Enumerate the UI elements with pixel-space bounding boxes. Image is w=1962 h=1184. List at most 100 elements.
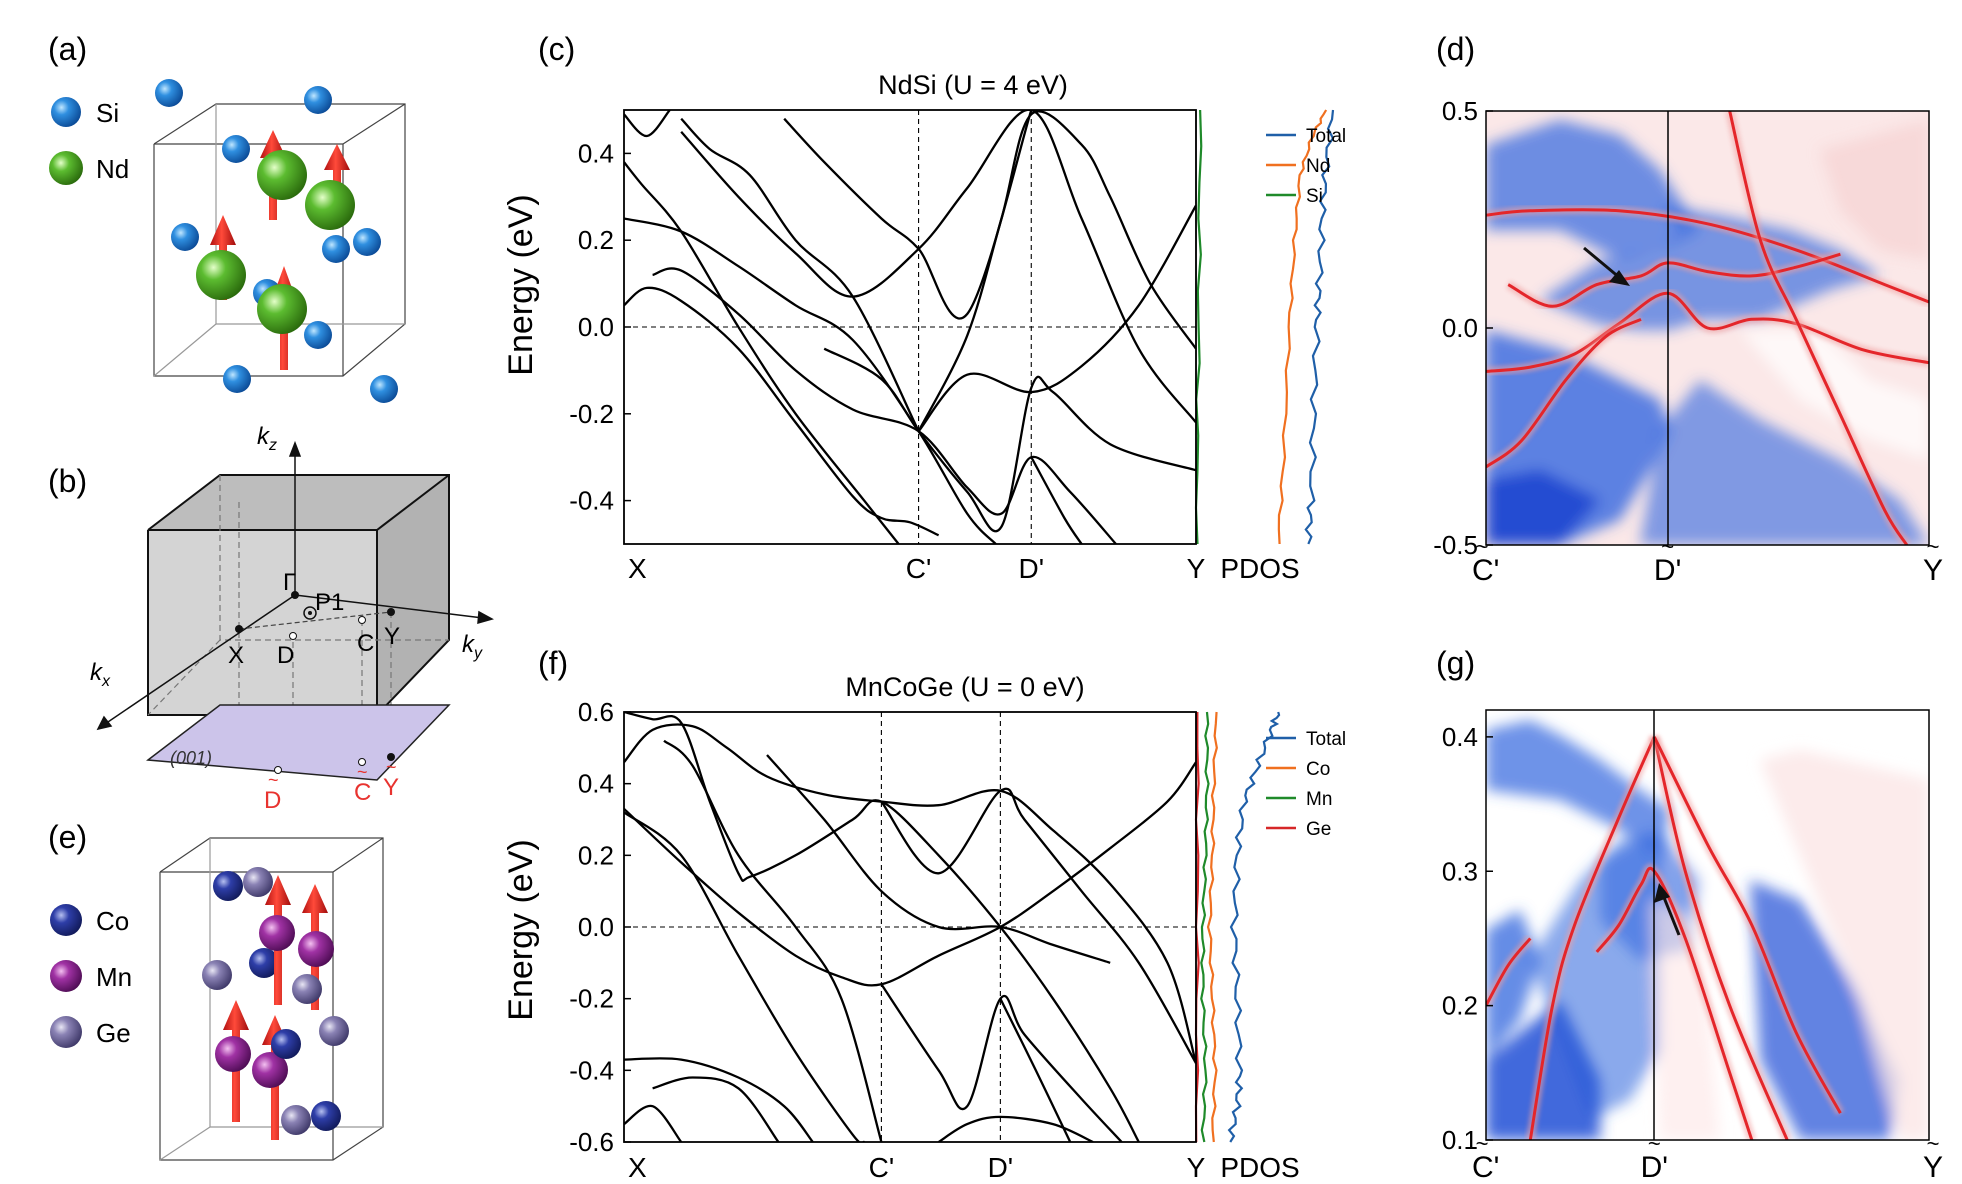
nd-legend-swatch [49,151,83,185]
g-surface-band [1595,866,1754,1140]
f-band-line [663,739,883,1142]
panel-e-legend: Co Mn Ge [50,904,132,1048]
c-pdos-total-line [1304,109,1335,545]
c-band-line [783,110,1033,320]
bz-points: Γ P1 X D C Y [228,569,400,669]
c-band-line [652,267,1117,544]
panel-f-pdos [1194,711,1281,1143]
p1-label: P1 [315,589,344,616]
panel-d-arrow [1583,246,1630,286]
panel-g-heatmap [1486,710,1929,1140]
panel-f-ylabel: Energy (eV) [502,839,540,1020]
bz-projection-plane: (001) [146,704,451,781]
d-kpoint-label: Y [1923,554,1943,587]
g-kpoint-label: Y [1923,1151,1943,1184]
panel-f-pdos-label: PDOS [1220,1152,1299,1183]
panel-d-surface-bands [1486,111,1929,545]
panel-f-bands [624,712,1196,1142]
co-legend-label: Co [96,906,129,936]
proj-d-label: D [264,787,281,814]
panel-f: (f) MnCoGe (U = 0 eV) Energy (eV) 0.6 0.4… [502,645,1346,1183]
plane-label: (001) [170,748,212,768]
g-kpoint-tilde: ~ [1927,1131,1940,1156]
c-band-line [624,110,671,138]
g-ytick-label: 0.1 [1442,1125,1478,1155]
panel-a: (a) Si Nd [48,31,406,403]
d-ytick-label: -0.5 [1433,530,1478,560]
c-ytick-label: 0.4 [578,138,614,168]
g-kpoint-tilde: ~ [1648,1131,1661,1156]
kz-label: k [257,423,271,450]
f-legend-label: Ge [1306,819,1331,840]
panel-d-ticks: 0.50.0-0.5C'~D'~Y~ [1433,96,1943,587]
c-kpoint-label: Y [1187,553,1206,584]
c-ytick-label: 0.2 [578,225,614,255]
c-band-line [1030,456,1083,544]
kx-sub: x [101,673,111,690]
f-kpoint-label: C' [869,1152,895,1183]
c-band-line [917,204,1196,432]
g-ytick-label: 0.3 [1442,856,1478,886]
ndsi-unit-cell [153,103,406,377]
gamma-label: Γ [283,569,296,596]
d-kpoint-tilde: ~ [1927,534,1940,559]
f-ytick-label: 0.6 [578,697,614,727]
f-band-line [624,712,1140,1142]
svg-text:kz: kz [257,423,277,454]
d-kpoint-tilde: ~ [1476,534,1489,559]
panel-f-pdos-legend: Total Co Mn Ge [1266,729,1346,840]
f-legend-label: Co [1306,759,1330,780]
panel-c-bands [624,110,1196,544]
c-legend-label: Total [1306,126,1346,147]
panel-e: (e) Co Mn Ge [48,819,384,1161]
kx-label: k [90,659,104,686]
co-legend-swatch [50,904,82,936]
d-ytick-label: 0.5 [1442,96,1478,126]
panel-c-title: NdSi (U = 4 eV) [878,70,1068,100]
panel-g-ticks: 0.40.30.20.1C'~D'~Y~ [1442,722,1943,1184]
c-ytick-label: 0.0 [578,312,614,342]
c-band-line [680,117,920,432]
f-ytick-label: 0.0 [578,912,614,942]
panel-b-label: (b) [48,463,87,499]
f-band-line [624,1057,814,1142]
panel-f-title: MnCoGe (U = 0 eV) [845,672,1084,702]
bz-axes [96,440,494,731]
proj-c-label: C [354,779,371,806]
c-tilde: ~ [357,762,368,782]
panel-g-label: (g) [1436,645,1475,681]
c-kpoint-label: D' [1018,553,1044,584]
d-kpoint-label: C' [1472,554,1499,587]
f-band-line [880,983,1123,1142]
f-band-line [624,723,1196,1064]
kz-sub: z [268,437,277,454]
c-band-line [823,347,1196,533]
panel-c-pdos [1194,109,1335,545]
f-ytick-label: 0.4 [578,769,614,799]
c-ytick-label: -0.4 [569,486,614,516]
g-surface-band [1652,736,1842,1114]
c-point-label: C [357,630,374,657]
ky-sub: y [473,645,483,662]
y-tilde: ~ [386,757,397,777]
panel-f-label: (f) [538,645,568,681]
ndsi-atoms [155,79,398,403]
si-legend-label: Si [96,98,119,128]
y-point-label: Y [384,623,400,650]
f-band-line [624,1104,683,1142]
d-point-label: D [277,642,294,669]
panel-f-ticks: 0.6 0.4 0.2 0.0 -0.2 -0.4 -0.6 [569,697,631,1157]
c-band-line [624,161,900,544]
panel-c-pdos-label: PDOS [1220,553,1299,584]
c-pdos-si-line [1194,109,1203,545]
nd-legend-label: Nd [96,154,129,184]
panel-c-ticks: 0.4 0.2 0.0 -0.2 -0.4 [569,138,631,516]
c-band-line [680,110,1196,424]
f-ytick-label: 0.2 [578,840,614,870]
f-pdos-total-line [1227,711,1281,1143]
f-band-line [880,787,1196,1064]
g-surface-band [1652,736,1789,1140]
panel-d: (d) 0.50.0-0.5C'~D'~Y~ [1433,31,1943,587]
panel-g-frame [1485,709,1930,1141]
panel-g: (g) 0.40.30.20.1C'~D'~Y~ [1436,645,1943,1184]
